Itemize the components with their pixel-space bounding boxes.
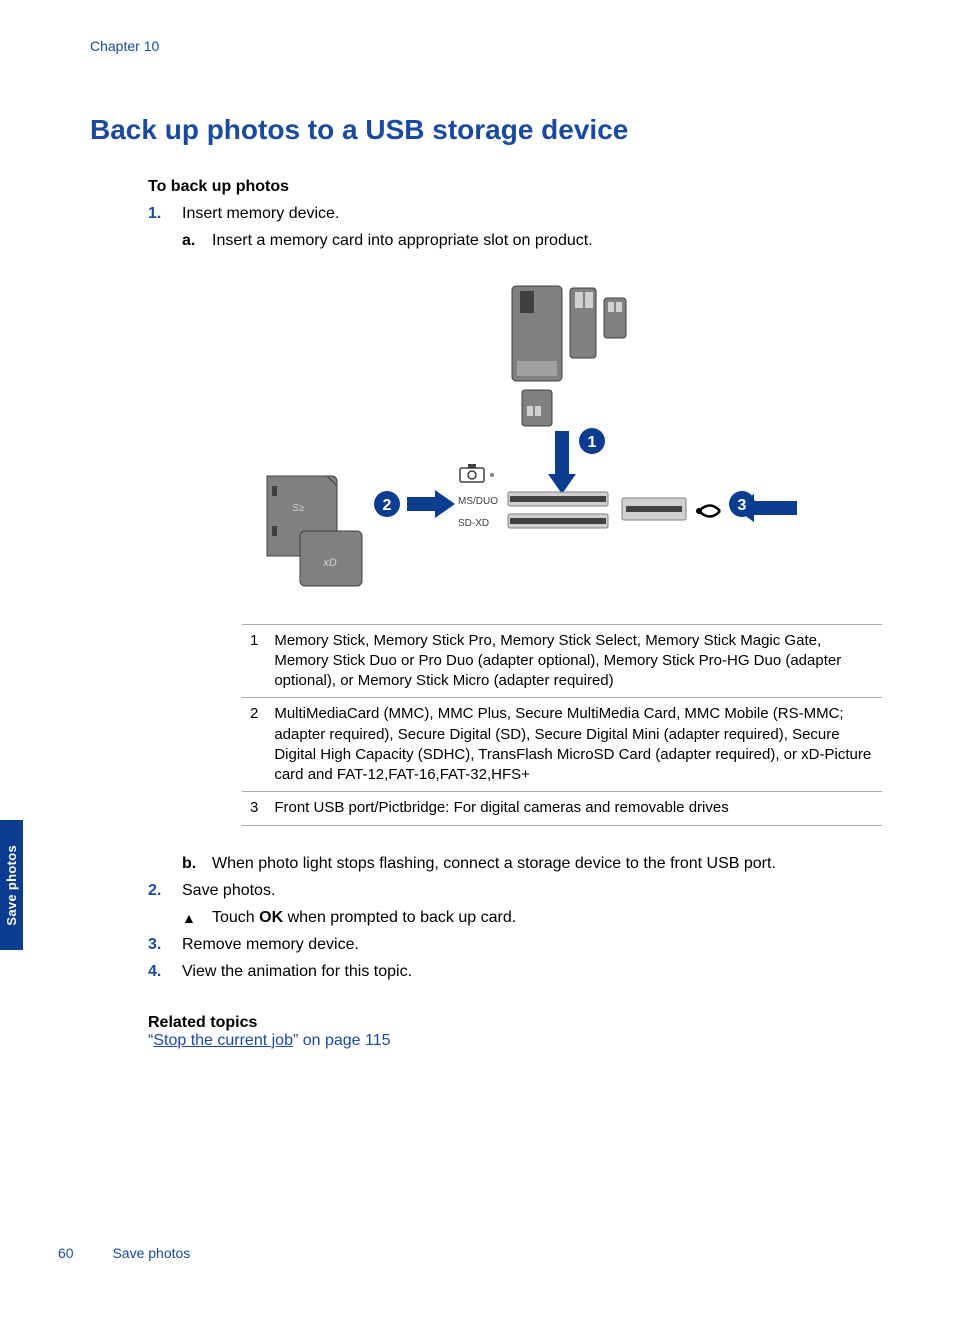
legend-text: Memory Stick, Memory Stick Pro, Memory S… (266, 624, 882, 698)
step2-subs: ▲ Touch OK when prompted to back up card… (182, 906, 864, 929)
table-row: 3 Front USB port/Pictbridge: For digital… (242, 792, 882, 825)
figure-marker-1: 1 (588, 434, 597, 451)
related-suffix: on page 115 (298, 1032, 390, 1049)
content: To back up photos 1. Insert memory devic… (148, 178, 864, 1050)
slot-label-top: MS/DUO (458, 496, 498, 507)
figure-wrap: 1 S≥ xD (182, 276, 864, 603)
step-4: 4. View the animation for this topic. (148, 960, 864, 983)
legend-num: 3 (242, 792, 266, 825)
svg-text:xD: xD (322, 557, 337, 569)
sub-letter: b. (182, 852, 196, 875)
related-link[interactable]: Stop the current job (153, 1032, 293, 1049)
sub-letter: a. (182, 229, 195, 252)
slot-label-bottom: SD-XD (458, 518, 489, 529)
chapter-label: Chapter 10 (90, 38, 864, 54)
step-number: 3. (148, 933, 161, 956)
figure-marker-2: 2 (383, 497, 392, 514)
table-row: 2 MultiMediaCard (MMC), MMC Plus, Secure… (242, 698, 882, 792)
step-number: 2. (148, 879, 161, 902)
step1-sub-a: a. Insert a memory card into appropriate… (182, 229, 864, 252)
step-3: 3. Remove memory device. (148, 933, 864, 956)
step-number: 4. (148, 960, 161, 983)
procedure-heading: To back up photos (148, 178, 864, 196)
step-text: Save photos. (182, 882, 275, 899)
page-number: 60 (58, 1245, 74, 1261)
page: Chapter 10 Back up photos to a USB stora… (0, 0, 954, 1321)
legend-table: 1 Memory Stick, Memory Stick Pro, Memory… (242, 624, 882, 826)
legend-text: MultiMediaCard (MMC), MMC Plus, Secure M… (266, 698, 882, 792)
table-row: 1 Memory Stick, Memory Stick Pro, Memory… (242, 624, 882, 698)
step1-subs: a. Insert a memory card into appropriate… (182, 229, 864, 252)
step-text: View the animation for this topic. (182, 963, 412, 980)
sub-text: Insert a memory card into appropriate sl… (212, 232, 593, 249)
footer-section: Save photos (112, 1245, 190, 1261)
triangle-icon: ▲ (182, 908, 196, 928)
step1-sub-b: b. When photo light stops flashing, conn… (182, 852, 864, 875)
step-1: 1. Insert memory device. a. Insert a mem… (148, 202, 864, 875)
steps-list: 1. Insert memory device. a. Insert a mem… (148, 202, 864, 984)
step-text: Remove memory device. (182, 936, 359, 953)
page-title: Back up photos to a USB storage device (90, 114, 864, 146)
legend-num: 2 (242, 698, 266, 792)
step-2: 2. Save photos. ▲ Touch OK when prompted… (148, 879, 864, 929)
related-heading: Related topics (148, 1014, 864, 1032)
related-link-line: “Stop the current job” on page 115 (148, 1032, 864, 1050)
figure-marker-3: 3 (738, 497, 747, 514)
sub-text: When photo light stops flashing, connect… (212, 855, 776, 872)
footer: 60 Save photos (58, 1245, 190, 1261)
memory-slot-figure: 1 S≥ xD (242, 276, 882, 603)
svg-text:S≥: S≥ (292, 503, 305, 514)
legend-text: Front USB port/Pictbridge: For digital c… (266, 792, 882, 825)
sub-text: Touch OK when prompted to back up card. (212, 909, 516, 926)
legend-num: 1 (242, 624, 266, 698)
step-text: Insert memory device. (182, 205, 339, 222)
step2-sub: ▲ Touch OK when prompted to back up card… (182, 906, 864, 929)
step-number: 1. (148, 202, 161, 225)
step1-subs-b: b. When photo light stops flashing, conn… (182, 852, 864, 875)
